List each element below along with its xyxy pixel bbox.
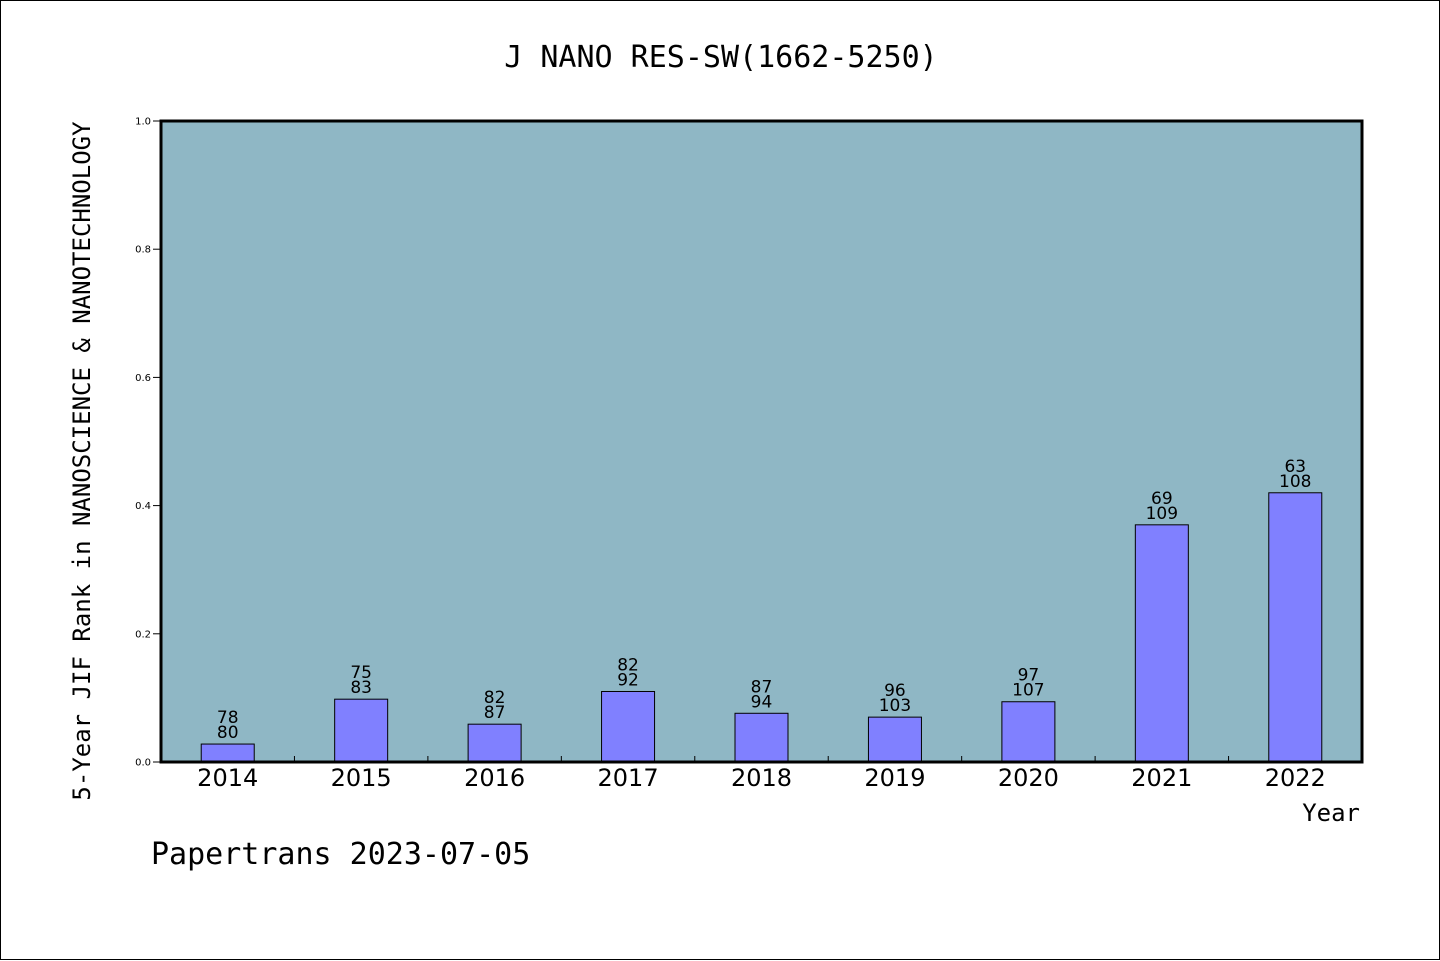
rank-label: 97 bbox=[1018, 666, 1040, 686]
total-label: 109 bbox=[1146, 504, 1178, 524]
bar-2018 bbox=[734, 712, 789, 763]
x-tick-label: 2018 bbox=[731, 764, 792, 792]
total-label: 108 bbox=[1279, 472, 1311, 492]
x-tick-label: 2017 bbox=[598, 764, 659, 792]
y-tick-label: 0.8 bbox=[135, 245, 151, 256]
rank-label: 82 bbox=[617, 655, 639, 675]
x-tick-label: 2016 bbox=[464, 764, 525, 792]
rank-label: 82 bbox=[484, 688, 506, 708]
total-label: 94 bbox=[751, 692, 773, 712]
bar-2022 bbox=[1268, 492, 1323, 763]
total-label: 107 bbox=[1012, 681, 1044, 701]
rank-label: 69 bbox=[1151, 489, 1173, 509]
y-tick-label: 0.4 bbox=[135, 501, 151, 512]
y-tick-label: 1.0 bbox=[135, 117, 151, 128]
y-tick-label: 0.2 bbox=[135, 629, 151, 640]
rank-label: 87 bbox=[751, 677, 773, 697]
total-label: 92 bbox=[617, 670, 639, 690]
bar-2019 bbox=[867, 716, 922, 763]
x-tick-label: 2019 bbox=[864, 764, 925, 792]
plot-border bbox=[159, 119, 1364, 764]
x-tick-label: 2020 bbox=[998, 764, 1059, 792]
x-tick-label: 2021 bbox=[1131, 764, 1192, 792]
bar-2021 bbox=[1134, 524, 1189, 763]
x-tick-label: 2022 bbox=[1265, 764, 1326, 792]
rank-label: 75 bbox=[350, 663, 372, 683]
x-axis: 2014 2015 2016 2017 2018 2019 2020 2021 2022 bbox=[197, 756, 1326, 792]
chart-title: J NANO RES-SW(1662-5250) bbox=[504, 40, 937, 75]
y-axis: 0.0 0.2 0.4 0.6 0.8 1.0 bbox=[135, 117, 161, 769]
total-label: 80 bbox=[217, 723, 239, 743]
y-tick-label: 0.6 bbox=[135, 373, 151, 384]
bar-2020 bbox=[1001, 701, 1056, 763]
total-label: 103 bbox=[879, 696, 911, 716]
x-tick-label: 2014 bbox=[197, 764, 258, 792]
rank-label: 63 bbox=[1284, 457, 1306, 477]
bar-2015 bbox=[334, 698, 389, 763]
y-tick-label: 0.0 bbox=[135, 758, 151, 769]
rank-label: 96 bbox=[884, 681, 906, 701]
bar-2016 bbox=[467, 723, 522, 763]
x-tick-label: 2015 bbox=[331, 764, 392, 792]
total-label: 87 bbox=[484, 703, 506, 723]
total-label: 83 bbox=[350, 678, 372, 698]
x-axis-label: Year bbox=[1302, 799, 1360, 827]
y-axis-label: 5-Year JIF Rank in NANOSCIENCE & NANOTEC… bbox=[68, 121, 96, 801]
footer-credit: Papertrans 2023-07-05 bbox=[151, 837, 530, 872]
rank-label: 78 bbox=[217, 708, 239, 728]
bar-2017 bbox=[601, 690, 656, 763]
bar-2014 bbox=[200, 743, 255, 763]
